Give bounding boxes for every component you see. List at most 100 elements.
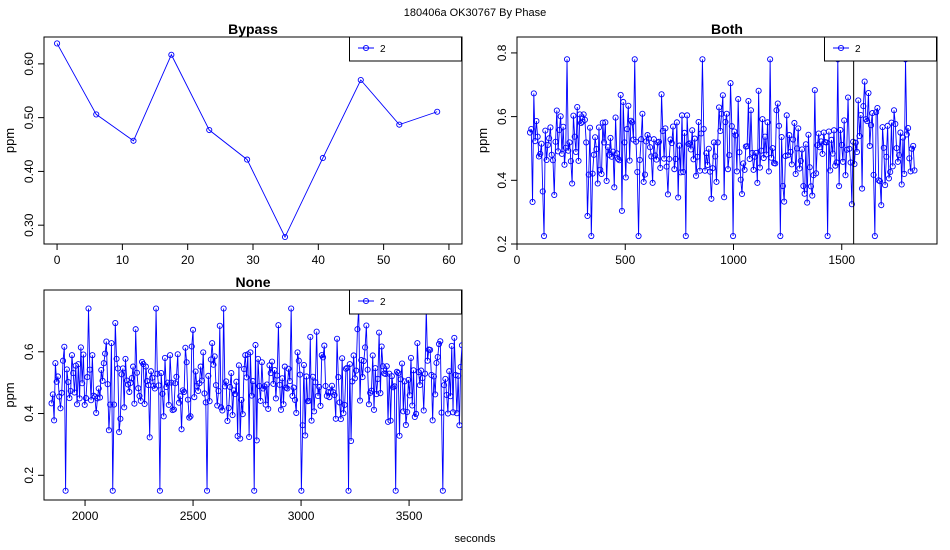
y-tick-label: 0.2 [22, 467, 36, 484]
data-point [764, 119, 771, 126]
panel-bypass: Bypass 0 10 20 30 40 50 60 0.30 0.40 0.50 0.60 ppm 2 [2, 21, 463, 267]
data-point [801, 190, 808, 197]
data-point [281, 233, 289, 241]
data-point [141, 400, 148, 408]
data-point [80, 351, 87, 358]
data-point [206, 398, 213, 405]
data-point [437, 338, 444, 345]
data-point [897, 129, 904, 136]
data-point [175, 399, 183, 406]
data-point [534, 133, 541, 140]
data-point [68, 352, 75, 359]
data-point [342, 365, 350, 372]
data-point [860, 103, 867, 110]
data-point [783, 112, 790, 119]
data-point [390, 384, 397, 391]
data-point [719, 92, 726, 99]
plot-frame [43, 36, 463, 245]
data-point [838, 141, 845, 149]
data-point [639, 110, 646, 117]
data-point [836, 182, 843, 190]
data-point [844, 94, 852, 101]
data-point [778, 133, 785, 141]
data-point [328, 382, 336, 389]
data-point [159, 390, 166, 397]
data-point [263, 381, 271, 388]
data-point [429, 417, 436, 424]
data-point [736, 149, 743, 156]
data-point [243, 374, 250, 381]
data-point [753, 149, 760, 156]
data-point [767, 56, 774, 63]
data-point [108, 340, 115, 347]
data-point [237, 435, 244, 442]
data-point [676, 142, 683, 149]
data-point [177, 393, 184, 400]
data-point [254, 355, 262, 362]
data-point [572, 148, 580, 156]
plot-frame [516, 36, 938, 245]
data-point [365, 401, 372, 408]
data-point [532, 138, 539, 145]
y-tick-label: 0.4 [22, 405, 36, 422]
data-point [553, 107, 560, 114]
data-point [898, 181, 905, 188]
data-point [584, 212, 591, 220]
data-point [307, 333, 314, 340]
data-point [586, 124, 594, 131]
data-point [570, 112, 577, 119]
data-point [374, 375, 381, 382]
data-point [833, 159, 840, 166]
data-point [405, 376, 412, 383]
x-tick-label: 20 [181, 253, 195, 267]
data-point [903, 131, 910, 138]
data-point [223, 378, 230, 385]
data-point [855, 97, 862, 104]
data-point [805, 131, 812, 138]
y-tick-label: 0.2 [495, 235, 509, 252]
data-point [317, 402, 324, 409]
data-point [456, 422, 462, 429]
data-point [755, 87, 762, 94]
data-point [866, 142, 873, 149]
data-point [372, 365, 379, 372]
data-point [274, 372, 281, 379]
data-point [283, 384, 290, 391]
data-point [542, 127, 549, 134]
y-axis-label: ppm [2, 128, 17, 153]
data-point [219, 407, 226, 414]
data-point [57, 405, 64, 412]
data-point [363, 322, 370, 329]
data-point [319, 154, 326, 162]
data-point [680, 168, 687, 176]
data-point [672, 155, 679, 163]
data-point [155, 382, 162, 389]
data-point [621, 139, 628, 146]
data-point [388, 373, 395, 380]
data-point [824, 232, 831, 240]
data-point [308, 417, 315, 424]
data-point [638, 136, 645, 143]
data-point [791, 119, 798, 127]
data-point [686, 140, 693, 147]
data-point [71, 389, 78, 396]
data-point [62, 487, 69, 494]
data-point [663, 163, 670, 170]
data-point [377, 390, 384, 397]
legend-box [349, 289, 462, 315]
data-point [751, 153, 758, 160]
data-point [262, 401, 269, 408]
data-point [322, 382, 329, 390]
data-point [142, 363, 149, 370]
data-point [61, 343, 68, 350]
data-point [839, 158, 846, 165]
data-point [197, 363, 204, 370]
data-point [65, 378, 72, 386]
data-point [588, 232, 595, 240]
data-point [681, 129, 688, 136]
data-point [378, 343, 385, 350]
data-point [93, 409, 100, 416]
data-point [747, 107, 755, 114]
panel-title: None [236, 274, 271, 290]
series-line [51, 308, 462, 491]
